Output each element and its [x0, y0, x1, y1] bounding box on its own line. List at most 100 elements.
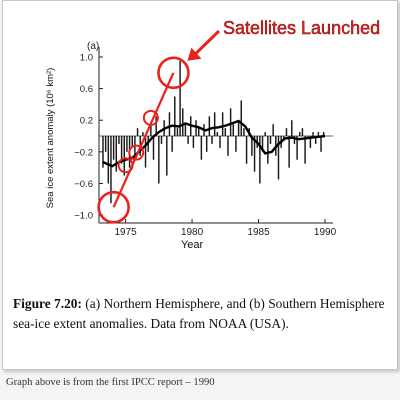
data-bar	[288, 136, 290, 168]
data-bar	[277, 136, 280, 180]
y-tick-label: −0.6	[74, 179, 93, 190]
data-bar	[293, 136, 296, 144]
y-tick-label: −1.0	[74, 211, 93, 222]
caption-text: (a) Northern Hemisphere, and (b) Souther…	[13, 296, 385, 331]
annotation-group	[97, 29, 221, 224]
y-tick-label: 0.6	[80, 84, 93, 95]
y-axis-label: Sea ice extent anomaly (10⁶ km²)	[45, 68, 56, 209]
data-bar	[155, 116, 157, 137]
data-bar	[136, 128, 139, 137]
y-tick-label: 0.2	[80, 116, 93, 127]
source-note: Graph above is from the first IPCC repor…	[6, 377, 215, 388]
annotation-arrow-head	[187, 47, 202, 61]
data-bar	[301, 128, 304, 137]
x-tick-label: 1980	[181, 227, 204, 238]
data-bar	[221, 112, 224, 137]
highlight-circle	[157, 56, 190, 90]
data-bar	[291, 120, 293, 137]
data-bar	[187, 136, 189, 144]
data-bar	[126, 136, 128, 152]
data-bar	[182, 108, 184, 137]
data-bar	[107, 136, 110, 184]
data-bar	[160, 136, 163, 144]
highlight-circle	[97, 190, 130, 224]
x-axis-label: Year	[181, 239, 204, 251]
caption-label: Figure 7.20:	[13, 296, 82, 311]
data-bar	[216, 132, 219, 137]
data-bar	[144, 136, 147, 168]
annotation-text: Satellites Launched	[223, 18, 380, 38]
data-bar	[205, 136, 208, 152]
data-bar	[115, 136, 118, 172]
data-bar	[237, 120, 240, 137]
data-bar	[251, 136, 253, 156]
data-bar	[307, 136, 309, 137]
data-bar	[158, 136, 160, 184]
annotation-arrow-shaft	[192, 29, 221, 57]
data-bar	[264, 132, 266, 137]
data-bar	[134, 136, 136, 160]
data-bar	[312, 132, 314, 137]
y-tick-label: −0.2	[74, 147, 93, 158]
data-bar	[243, 128, 245, 137]
data-bar	[232, 124, 235, 137]
trend-line	[112, 72, 175, 208]
data-bar	[179, 60, 181, 137]
data-bar	[102, 136, 104, 168]
data-bar	[152, 136, 155, 160]
data-bar	[171, 136, 173, 152]
data-bar	[224, 128, 227, 137]
data-bar	[269, 136, 272, 144]
figure-caption: Figure 7.20: (a) Northern Hemisphere, an…	[13, 294, 397, 334]
data-bar	[259, 136, 261, 184]
figure-frame: (a) Satellites Launched 1.0 0.6 0.2 −0.2 −0.…	[2, 0, 398, 370]
data-bar	[296, 136, 298, 160]
data-bar	[142, 132, 144, 137]
bar-group	[102, 60, 325, 204]
data-bar	[168, 112, 171, 137]
data-bar	[200, 136, 203, 160]
data-bar	[304, 136, 306, 164]
data-bar	[272, 124, 274, 137]
data-bar	[211, 136, 213, 144]
data-bar	[219, 136, 221, 148]
highlight-circle	[117, 157, 134, 174]
data-bar	[213, 112, 216, 137]
data-bar	[131, 136, 133, 148]
data-bar	[184, 124, 187, 137]
data-bar	[285, 128, 288, 137]
x-tick-label: 1990	[314, 227, 337, 238]
data-bar	[317, 132, 320, 137]
data-bar	[197, 128, 200, 137]
data-bar	[150, 124, 152, 137]
data-bar	[309, 136, 312, 148]
data-bar	[253, 136, 256, 172]
data-bar	[195, 120, 197, 137]
highlight-circle	[128, 144, 145, 161]
data-bar	[174, 96, 176, 137]
y-tick-label: 1.0	[80, 52, 93, 63]
sea-ice-chart: (a) Satellites Launched 1.0 0.6 0.2 −0.2 −0.…	[45, 18, 380, 251]
data-bar	[314, 136, 317, 144]
highlight-circle	[142, 109, 159, 126]
data-bar	[299, 132, 301, 137]
x-tick-label: 1985	[247, 227, 270, 238]
data-bar	[320, 136, 322, 152]
data-bar	[245, 136, 248, 164]
data-bar	[120, 136, 123, 164]
data-bar	[176, 128, 179, 137]
data-bar	[123, 136, 125, 176]
data-bar	[104, 136, 107, 152]
data-bar	[267, 136, 269, 164]
data-bar	[118, 136, 120, 144]
x-tick-label: 1975	[114, 227, 137, 238]
data-bar	[229, 108, 232, 137]
data-bar	[112, 136, 115, 160]
data-bar	[166, 136, 168, 176]
data-bar	[192, 136, 195, 148]
data-bar	[235, 136, 237, 152]
data-bar	[322, 132, 325, 137]
data-bar	[208, 116, 211, 137]
data-bar	[227, 136, 229, 156]
panel-label: (a)	[87, 41, 99, 52]
